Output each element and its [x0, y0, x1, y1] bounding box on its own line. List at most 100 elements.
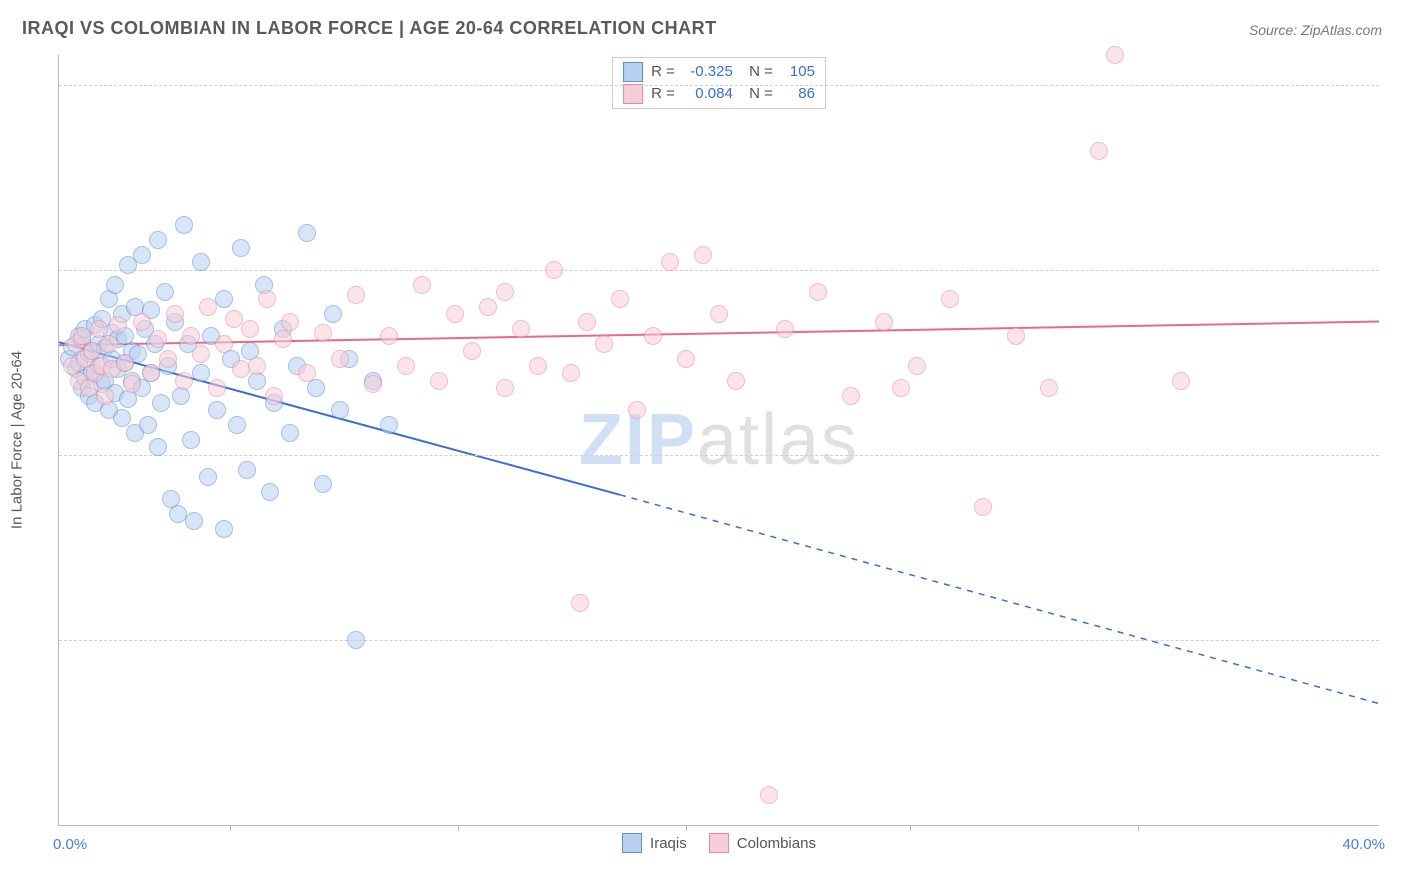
scatter-point [380, 416, 398, 434]
gridline [59, 455, 1379, 456]
scatter-point [225, 310, 243, 328]
scatter-point [96, 387, 114, 405]
scatter-point [307, 379, 325, 397]
scatter-point [241, 320, 259, 338]
scatter-point [677, 350, 695, 368]
scatter-point [139, 416, 157, 434]
x-tick [910, 825, 911, 831]
scatter-point [347, 286, 365, 304]
scatter-point [545, 261, 563, 279]
scatter-point [208, 379, 226, 397]
scatter-point [479, 298, 497, 316]
scatter-point [258, 290, 276, 308]
scatter-point [149, 330, 167, 348]
scatter-point [159, 350, 177, 368]
scatter-point [116, 354, 134, 372]
scatter-point [512, 320, 530, 338]
scatter-point [644, 327, 662, 345]
scatter-point [496, 379, 514, 397]
scatter-point [324, 305, 342, 323]
scatter-point [760, 786, 778, 804]
scatter-point [248, 357, 266, 375]
gridline [59, 270, 1379, 271]
scatter-point [413, 276, 431, 294]
trend-lines [59, 55, 1379, 825]
scatter-point [182, 327, 200, 345]
scatter-point [149, 438, 167, 456]
scatter-point [133, 313, 151, 331]
scatter-point [1040, 379, 1058, 397]
scatter-point [314, 324, 332, 342]
scatter-point [298, 364, 316, 382]
scatter-plot-area: In Labor Force | Age 20-64 ZIPatlas R = … [58, 55, 1379, 826]
y-tick-label: 75.0% [1389, 446, 1406, 463]
scatter-point [123, 375, 141, 393]
scatter-point [106, 276, 124, 294]
scatter-point [571, 594, 589, 612]
scatter-point [331, 350, 349, 368]
scatter-point [842, 387, 860, 405]
scatter-point [281, 313, 299, 331]
scatter-point [331, 401, 349, 419]
scatter-point [446, 305, 464, 323]
scatter-point [1007, 327, 1025, 345]
scatter-point [595, 335, 613, 353]
legend-label-iraqis: Iraqis [650, 835, 687, 852]
scatter-point [192, 345, 210, 363]
scatter-point [156, 283, 174, 301]
scatter-point [232, 360, 250, 378]
swatch-iraqis [623, 62, 643, 82]
scatter-point [109, 316, 127, 334]
scatter-point [215, 335, 233, 353]
gridline [59, 85, 1379, 86]
scatter-point [274, 330, 292, 348]
y-tick-label: 100.0% [1389, 76, 1406, 93]
scatter-point [430, 372, 448, 390]
scatter-point [1172, 372, 1190, 390]
r-value-iraqis: -0.325 [683, 61, 733, 83]
n-value-iraqis: 105 [781, 61, 815, 83]
scatter-point [175, 372, 193, 390]
scatter-point [215, 520, 233, 538]
scatter-point [185, 512, 203, 530]
scatter-point [228, 416, 246, 434]
scatter-point [364, 375, 382, 393]
scatter-point [628, 401, 646, 419]
gridline [59, 640, 1379, 641]
scatter-point [397, 357, 415, 375]
scatter-point [192, 364, 210, 382]
r-value-colombians: 0.084 [683, 83, 733, 105]
x-min-label: 0.0% [53, 836, 87, 853]
scatter-point [941, 290, 959, 308]
scatter-point [152, 394, 170, 412]
scatter-point [149, 231, 167, 249]
scatter-point [169, 505, 187, 523]
scatter-point [182, 431, 200, 449]
scatter-point [261, 483, 279, 501]
scatter-point [142, 364, 160, 382]
scatter-point [1106, 46, 1124, 64]
scatter-point [314, 475, 332, 493]
scatter-point [232, 239, 250, 257]
scatter-point [463, 342, 481, 360]
scatter-point [611, 290, 629, 308]
scatter-point [892, 379, 910, 397]
y-tick-label: 87.5% [1389, 261, 1406, 278]
scatter-point [694, 246, 712, 264]
scatter-point [113, 409, 131, 427]
scatter-point [578, 313, 596, 331]
legend-item-iraqis: Iraqis [622, 833, 687, 853]
scatter-point [298, 224, 316, 242]
x-max-label: 40.0% [1342, 836, 1385, 853]
scatter-point [496, 283, 514, 301]
scatter-point [562, 364, 580, 382]
source-attribution: Source: ZipAtlas.com [1249, 22, 1382, 38]
scatter-point [661, 253, 679, 271]
swatch-colombians [623, 84, 643, 104]
y-tick-label: 62.5% [1389, 631, 1406, 648]
scatter-point [529, 357, 547, 375]
scatter-point [710, 305, 728, 323]
stats-row-colombians: R = 0.084 N = 86 [623, 83, 815, 105]
scatter-point [265, 387, 283, 405]
x-tick [686, 825, 687, 831]
